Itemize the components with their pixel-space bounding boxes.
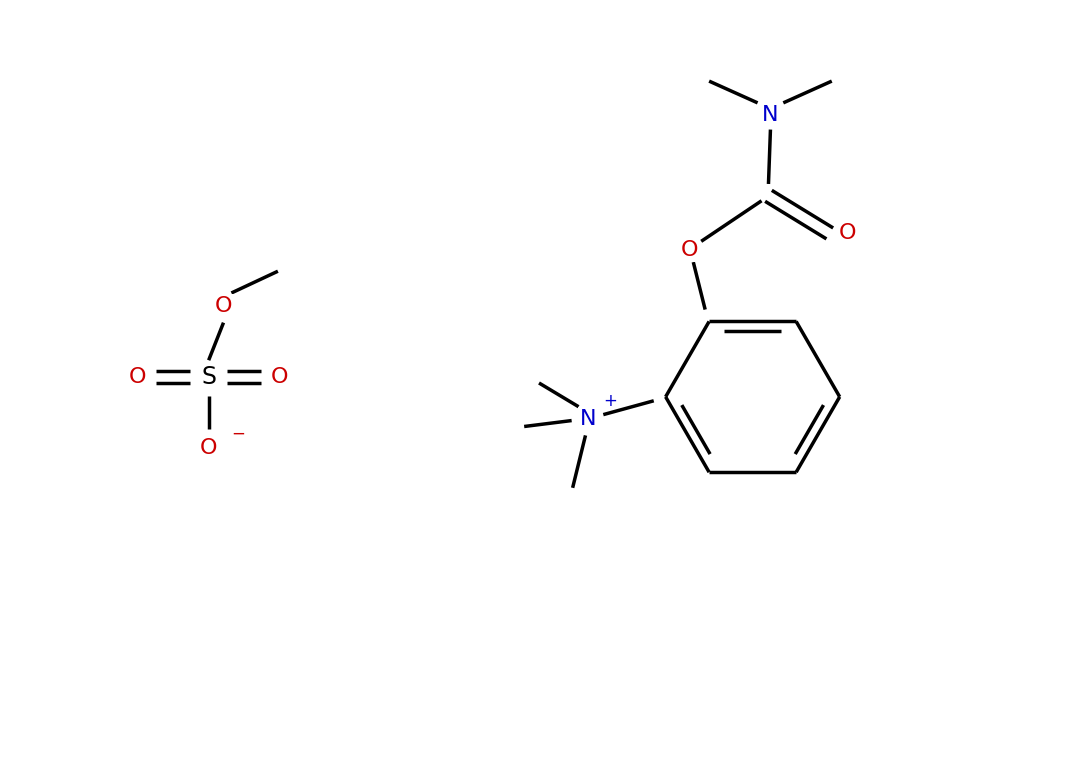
Text: −: − — [231, 424, 245, 443]
Text: O: O — [681, 240, 698, 261]
Text: +: + — [603, 392, 617, 410]
Text: O: O — [200, 438, 217, 458]
Text: N: N — [581, 408, 597, 428]
Text: O: O — [838, 223, 857, 243]
Text: S: S — [201, 365, 216, 389]
Text: N: N — [762, 104, 779, 125]
Text: O: O — [215, 296, 232, 315]
Text: O: O — [271, 367, 288, 387]
Text: O: O — [128, 367, 146, 387]
